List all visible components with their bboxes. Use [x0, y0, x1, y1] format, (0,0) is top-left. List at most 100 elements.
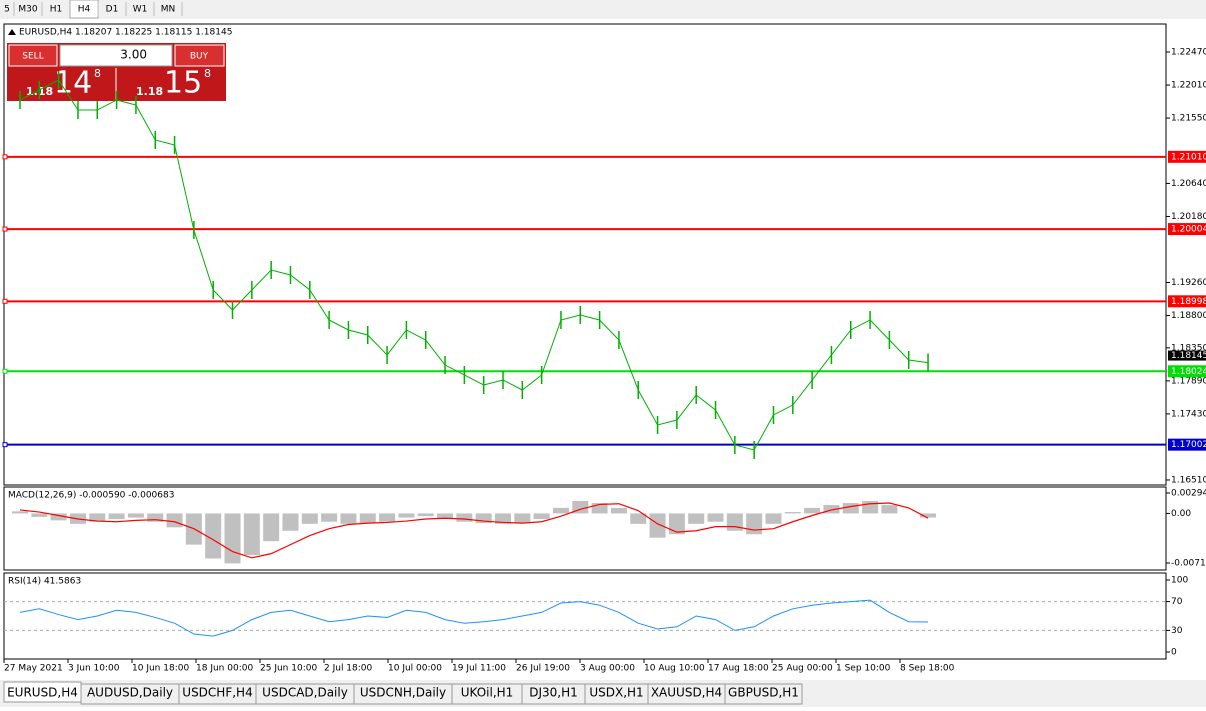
x-tick-label: 10 Jun 18:00: [132, 664, 189, 674]
x-tick-label: 27 May 2021: [4, 664, 63, 674]
price-label: 1.21010: [1171, 152, 1206, 162]
macd-bar: [668, 513, 685, 535]
collapse-icon: [8, 29, 16, 35]
buy-button[interactable]: [174, 44, 225, 67]
x-tick-label: 17 Aug 18:00: [708, 664, 769, 674]
macd-bar: [205, 513, 222, 559]
timeframe-button[interactable]: H4: [78, 5, 91, 15]
sell-button[interactable]: [8, 44, 58, 67]
tab-label: EURUSD,H4: [7, 686, 78, 700]
macd-bar: [765, 513, 782, 524]
timeframe-button[interactable]: H1: [50, 5, 63, 15]
macd-bar: [495, 513, 511, 524]
x-tick-label: 8 Sep 18:00: [900, 664, 955, 674]
bid-sup: 8: [94, 67, 101, 80]
macd-bar: [417, 513, 434, 517]
macd-bar: [688, 513, 705, 524]
macd-bar: [12, 511, 28, 514]
tab[interactable]: [724, 683, 803, 705]
price-label: 1.18024: [1171, 367, 1206, 377]
x-tick-label: 25 Aug 00:00: [772, 664, 833, 674]
symbol-header: EURUSD,H4 1.18207 1.18225 1.18115 1.1814…: [19, 28, 232, 38]
y-tick-label: 0: [1171, 648, 1177, 658]
bid-big: 14: [54, 66, 92, 101]
macd-bar: [784, 512, 801, 514]
macd-pane: [3, 486, 1167, 571]
macd-bar: [166, 513, 183, 528]
macd-bar: [514, 513, 531, 524]
macd-bar: [591, 503, 608, 514]
macd-bar: [707, 513, 724, 522]
macd-bar: [359, 513, 376, 524]
macd-bar: [610, 507, 627, 514]
macd-bar: [475, 513, 492, 524]
timeframe-button[interactable]: MN: [161, 5, 176, 15]
x-tick-label: 25 Jun 10:00: [260, 664, 317, 674]
macd-bar: [881, 505, 898, 514]
macd-bar: [920, 513, 937, 518]
tab-label: USDCAD,Daily: [262, 686, 348, 700]
macd-bar: [89, 513, 106, 522]
y-tick-label: 0.00: [1171, 509, 1191, 519]
y-tick-label: 1.18350: [1171, 343, 1206, 353]
macd-bar: [533, 513, 550, 519]
x-tick-label: 3 Jun 10:00: [68, 664, 120, 674]
tab-label: USDX,H1: [589, 686, 643, 700]
macd-bar: [282, 513, 299, 531]
y-tick-label: 1.20180: [1171, 212, 1206, 222]
macd-bar: [552, 507, 569, 514]
volume-input[interactable]: [59, 44, 173, 67]
tab-label: XAUUSD,H4: [651, 686, 722, 700]
price-line: [19, 79, 929, 451]
tab-label: AUDUSD,Daily: [87, 686, 173, 700]
rsi-line: [19, 599, 929, 637]
y-tick-label: 0.002947: [1171, 489, 1206, 499]
macd-title: MACD(12,26,9) -0.000590 -0.000683: [8, 491, 174, 501]
price-label: 1.18998: [1171, 297, 1206, 307]
macd-bar: [379, 513, 396, 522]
y-tick-label: 30: [1171, 626, 1183, 636]
y-tick-label: 1.16510: [1171, 475, 1206, 485]
tab-label: USDCHF,H4: [182, 686, 252, 700]
macd-bar: [630, 513, 647, 524]
y-tick-label: 1.17430: [1171, 409, 1206, 419]
macd-bar: [31, 513, 48, 517]
price-label-bg: [1168, 438, 1206, 451]
tab-label: GBPUSD,H1: [728, 686, 799, 700]
y-tick-label: 70: [1171, 597, 1183, 607]
rsi-pane: [3, 572, 1167, 660]
toolbar: [0, 0, 1206, 19]
volume-value: 3.00: [120, 48, 147, 62]
line-handle: [2, 368, 8, 374]
last-price: 1.18145: [1171, 351, 1206, 361]
price-label-bg: [1168, 223, 1206, 236]
macd-bar: [301, 513, 318, 524]
signal-line: [19, 502, 929, 559]
timeframe-button[interactable]: D1: [106, 5, 119, 15]
timeframe-button[interactable]: 5: [4, 5, 10, 15]
ask-sup: 8: [204, 67, 211, 80]
price-label-bg: [1168, 150, 1206, 163]
macd-bar: [649, 513, 666, 538]
sell-label: SELL: [22, 52, 43, 62]
y-tick-label: -0.00715: [1171, 559, 1206, 569]
line-handle: [2, 442, 8, 448]
macd-bar: [127, 513, 144, 518]
y-tick-label: 1.22470: [1171, 48, 1206, 58]
timeframe-button[interactable]: W1: [133, 5, 148, 15]
timeframe-button[interactable]: M30: [18, 5, 37, 15]
macd-bar: [804, 507, 821, 514]
price-label: 1.20004: [1171, 225, 1206, 235]
macd-bar: [50, 513, 67, 521]
buy-label: BUY: [190, 52, 209, 62]
line-handle: [2, 226, 8, 232]
x-tick-label: 3 Aug 00:00: [580, 664, 635, 674]
macd-bar: [321, 513, 338, 522]
tab-label: UKOil,H1: [461, 686, 514, 700]
y-tick-label: 1.18800: [1171, 311, 1206, 321]
price-label-bg: [1168, 295, 1206, 308]
macd-bar: [340, 513, 357, 524]
y-tick-label: 1.19260: [1171, 278, 1206, 288]
ask-prefix: 1.18: [136, 85, 163, 98]
